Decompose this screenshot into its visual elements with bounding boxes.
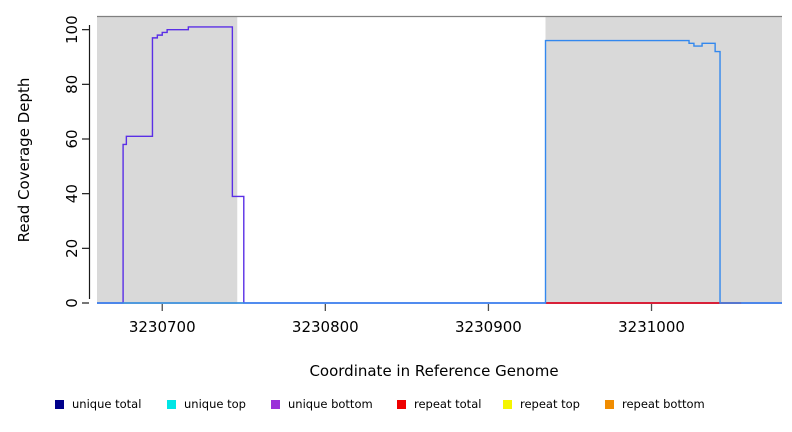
data-series-layer xyxy=(97,26,782,304)
x-tick-labels: 3230700 3230800 3230900 3231000 xyxy=(129,318,685,336)
x-axis: 3230700 3230800 3230900 3231000 Coordinate … xyxy=(129,304,685,380)
x-tick-marks xyxy=(161,304,653,311)
square-swatch xyxy=(167,400,176,409)
legend-item[interactable]: unique total xyxy=(55,397,141,411)
y-tick-label: 40 xyxy=(63,184,81,203)
x-axis-title: Coordinate in Reference Genome xyxy=(309,362,558,380)
y-tick-label: 0 xyxy=(63,298,81,308)
legend-label: unique bottom xyxy=(288,397,373,411)
x-tick-label: 3230900 xyxy=(455,318,522,336)
square-swatch xyxy=(605,400,614,409)
y-tick-marks xyxy=(82,29,89,304)
square-swatch xyxy=(397,400,406,409)
legend-item[interactable]: repeat total xyxy=(397,397,481,411)
left-shaded-band xyxy=(97,16,238,304)
chart-legend: unique total unique top unique bottom repea… xyxy=(55,397,705,411)
legend-item[interactable]: unique bottom xyxy=(271,397,373,411)
legend-item[interactable]: repeat top xyxy=(503,397,580,411)
legend-label: repeat top xyxy=(520,397,580,411)
y-tick-labels: 0 20 40 60 80 100 xyxy=(63,15,81,307)
y-tick-label: 100 xyxy=(63,15,81,44)
y-axis: 0 20 40 60 80 100 Read Coverage Depth xyxy=(15,15,91,308)
square-swatch xyxy=(503,400,512,409)
series-right-coverage-step xyxy=(97,39,782,304)
legend-label: unique top xyxy=(184,397,246,411)
legend-label: repeat bottom xyxy=(622,397,705,411)
y-tick-label: 20 xyxy=(63,239,81,258)
x-tick-label: 3230800 xyxy=(292,318,359,336)
legend-label: unique total xyxy=(72,397,141,411)
y-axis-title: Read Coverage Depth xyxy=(15,78,33,243)
x-tick-label: 3230700 xyxy=(129,318,196,336)
y-tick-label: 60 xyxy=(63,129,81,148)
legend-item[interactable]: repeat bottom xyxy=(605,397,705,411)
legend-item[interactable]: unique top xyxy=(167,397,246,411)
y-tick-label: 80 xyxy=(63,75,81,94)
series-unique-bottom xyxy=(97,26,782,304)
x-tick-label: 3231000 xyxy=(618,318,685,336)
legend-label: repeat total xyxy=(414,397,481,411)
right-shaded-band xyxy=(545,16,782,304)
square-swatch xyxy=(55,400,64,409)
square-swatch xyxy=(271,400,280,409)
shaded-regions xyxy=(97,16,782,304)
